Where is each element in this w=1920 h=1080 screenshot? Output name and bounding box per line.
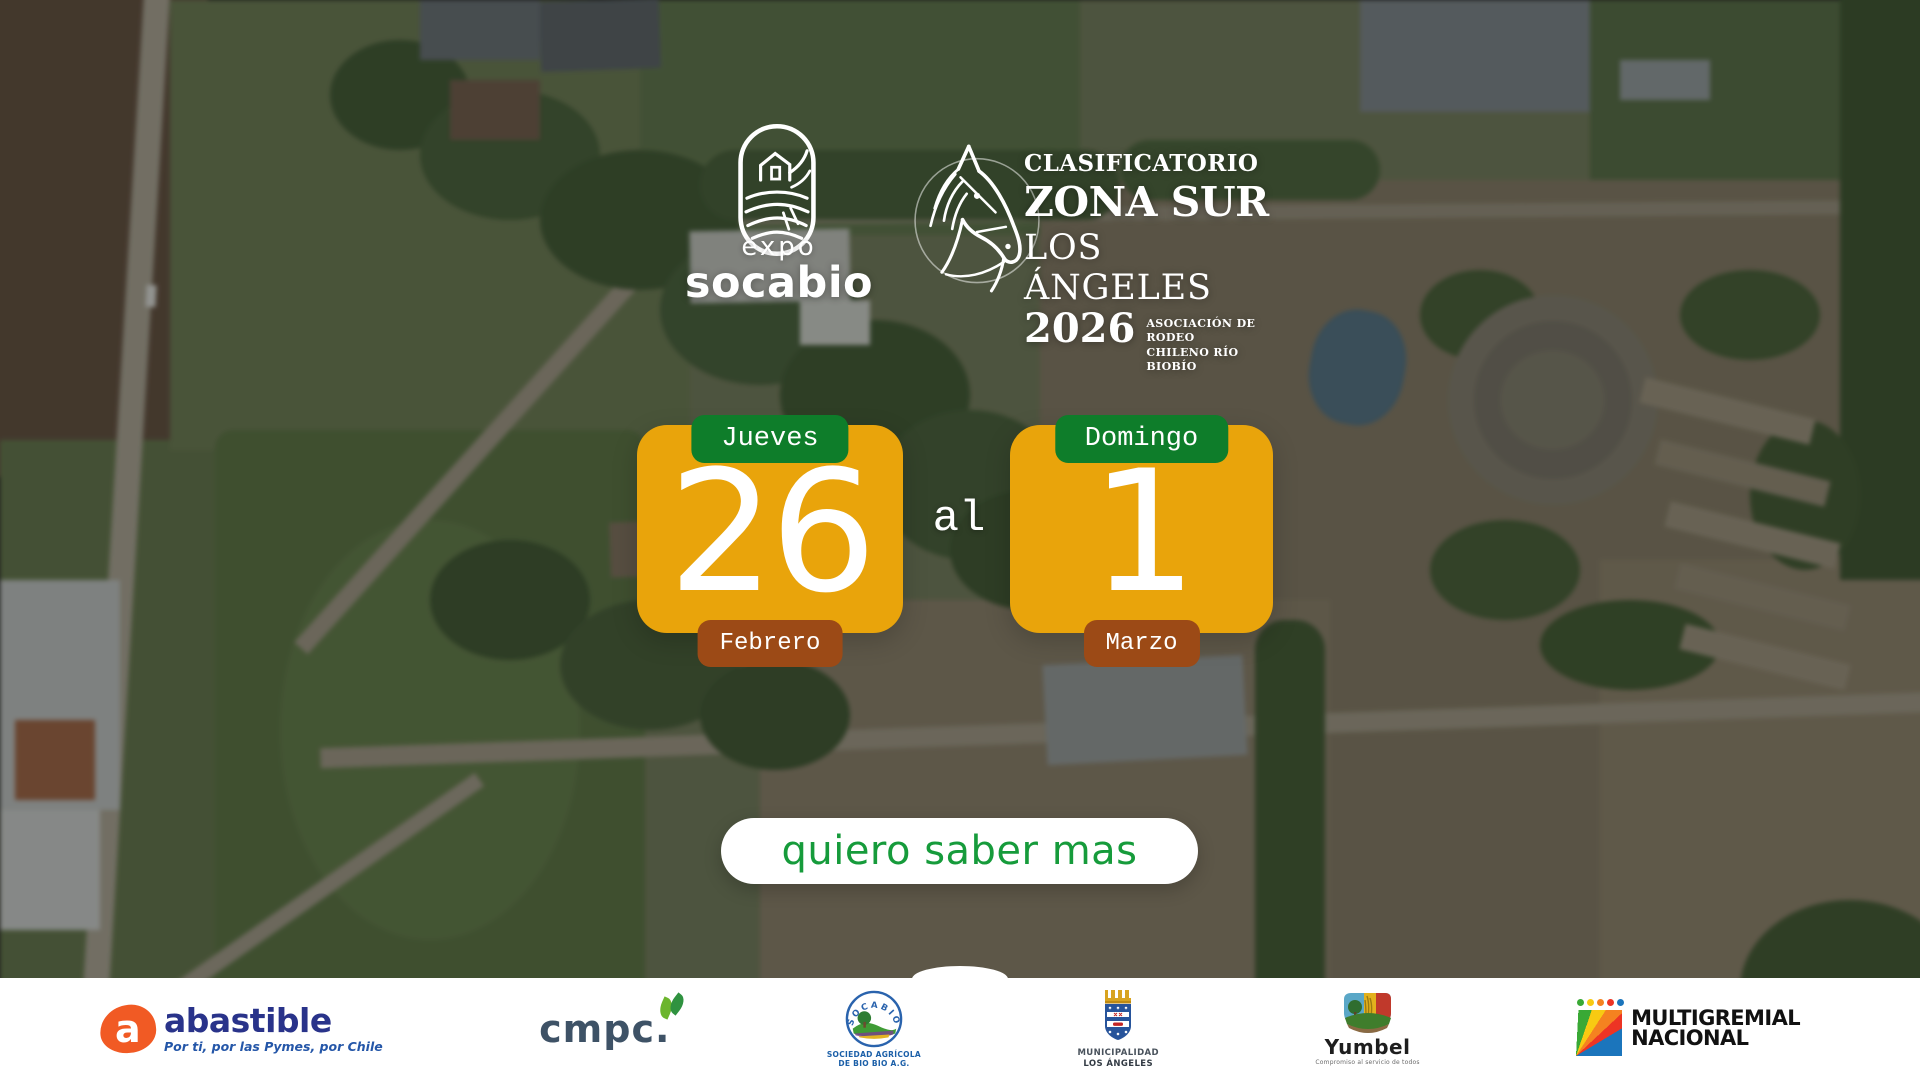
municipalidad-line2: LOS ÁNGELES [1083, 1059, 1154, 1069]
title-year: 2026 [1024, 305, 1136, 352]
yumbel-shield-icon [1343, 993, 1391, 1033]
horse-head-icon [914, 144, 1040, 293]
expo-socabio-badge-icon [738, 123, 816, 257]
dates-connector: al [932, 494, 986, 544]
municipalidad-line1: MUNICIPALIDAD [1077, 1048, 1159, 1059]
municipalidad-crest-icon [1105, 990, 1132, 1041]
sponsor-cmpc[interactable]: cmpc. [539, 992, 689, 1051]
municipalidad-label: MUNICIPALIDAD LOS ÁNGELES [1077, 1048, 1159, 1069]
brand-expo-label: expo [741, 232, 817, 262]
cmpc-leaf-icon [656, 992, 689, 1020]
sponsor-yumbel[interactable]: Yumbel Compromiso al servicio de todos [1315, 992, 1419, 1066]
socabio-seal-icon: SOCABIO [845, 990, 903, 1047]
learn-more-button[interactable]: quiero saber mas [721, 818, 1198, 884]
yumbel-wordmark: Yumbel [1324, 1035, 1411, 1059]
association-line2: CHILENO RÍO BIOBÍO [1146, 345, 1239, 373]
multigremial-logo-icon [1576, 999, 1625, 1059]
multigremial-line1: MULTIGREMIAL [1631, 1006, 1800, 1031]
title-line-los-angeles: LOS ÁNGELES [1024, 228, 1212, 308]
date-card-start: Jueves 26 Febrero [637, 415, 903, 667]
end-weekday-pill: Domingo [1054, 415, 1229, 463]
title-line-clasificatorio: CLASIFICATORIO [1024, 150, 1259, 177]
footer-notch [912, 966, 1008, 992]
abastible-wordmark: abastible [164, 1001, 332, 1040]
start-day-number: 26 [668, 434, 877, 630]
start-weekday-pill: Jueves [691, 415, 849, 463]
multigremial-label: MULTIGREMIAL NACIONAL [1631, 1006, 1800, 1050]
start-month-pill: Febrero [697, 620, 843, 667]
brand-socabio-label: socabio [684, 258, 874, 308]
title-line-zona-sur: ZONA SUR [1024, 178, 1269, 226]
yumbel-tagline: Compromiso al servicio de todos [1315, 1059, 1420, 1066]
multigremial-dots [1577, 999, 1625, 1006]
socabio-subtitle-line1: SOCIEDAD AGRÍCOLA [826, 1049, 922, 1059]
socabio-subtitle-line2: DE BIO BIO A.G. [838, 1059, 910, 1068]
sponsor-municipalidad-los-angeles[interactable]: MUNICIPALIDAD LOS ÁNGELES [1077, 988, 1159, 1069]
end-day-number: 1 [1090, 434, 1198, 630]
multigremial-line2: NACIONAL [1631, 1026, 1749, 1050]
abastible-flame-icon: a [97, 1002, 159, 1056]
end-month-pill: Marzo [1083, 620, 1200, 667]
abastible-tagline: Por ti, por las Pymes, por Chile [164, 1039, 383, 1054]
sponsor-socabio[interactable]: SOCABIO SOCIEDAD AGRÍCOLA DE BIO BIO A.G… [827, 990, 921, 1069]
event-title: CLASIFICATORIO ZONA SUR LOS ÁNGELES 2026… [1024, 150, 1284, 374]
sponsor-multigremial-nacional[interactable]: MULTIGREMIAL NACIONAL [1576, 999, 1801, 1059]
association-line1: ASOCIACIÓN DE RODEO [1146, 317, 1256, 345]
date-card-end: Domingo 1 Marzo [1010, 415, 1273, 667]
socabio-seal-subtitle: SOCIEDAD AGRÍCOLA DE BIO BIO A.G. [827, 1050, 921, 1069]
sponsor-abastible[interactable]: a abastible Por ti, por las Pymes, por C… [97, 1001, 383, 1056]
sponsors-footer: a abastible Por ti, por las Pymes, por C… [0, 966, 1920, 1080]
association-label: ASOCIACIÓN DE RODEO CHILENO RÍO BIOBÍO [1146, 311, 1284, 374]
cmpc-wordmark: cmpc. [539, 1007, 671, 1051]
